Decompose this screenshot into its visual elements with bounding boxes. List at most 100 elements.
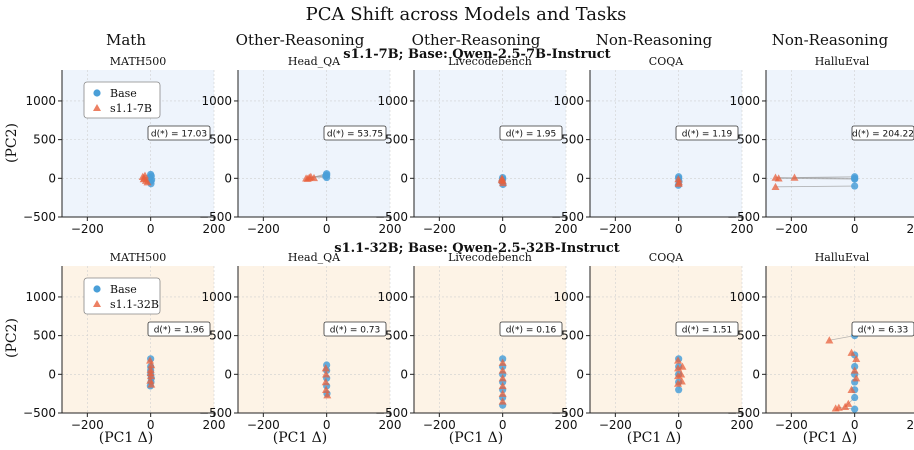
model-point [146, 376, 155, 384]
y-tick-label: −500 [727, 406, 760, 420]
model-point [852, 374, 861, 382]
figure-title: PCA Shift across Models and Tasks [306, 4, 627, 25]
y-tick-label: 1000 [25, 94, 56, 108]
panel-background [766, 266, 914, 413]
y-tick-label: 1000 [553, 94, 584, 108]
x-tick-label: 0 [323, 222, 331, 236]
shift-line [778, 177, 855, 180]
model-point [143, 178, 152, 186]
base-point [147, 170, 155, 179]
model-point [771, 182, 780, 191]
y-tick-label: 0 [224, 171, 232, 185]
base-point [851, 175, 859, 183]
distance-annotation: d(*) = 1.96 [154, 326, 205, 336]
x-tick-label: 0 [147, 222, 155, 236]
x-tick-label: 0 [675, 222, 683, 236]
y-tick-label: −500 [375, 406, 408, 420]
model-point [790, 173, 799, 181]
x-axis-label: (PC1 Δ) [99, 430, 154, 446]
y-tick-label: 1000 [377, 94, 408, 108]
row-title: s1.1-7B; Base: Qwen-2.5-7B-Instruct [343, 47, 610, 62]
model-point [674, 379, 683, 387]
subplot-title: HalluEval [815, 251, 870, 264]
y-tick-label: 1000 [25, 290, 56, 304]
legend-model-marker [93, 300, 101, 307]
shift-line [775, 177, 855, 179]
y-tick-label: 500 [33, 329, 56, 343]
y-tick-label: 0 [752, 171, 760, 185]
x-tick-label: −200 [599, 418, 632, 432]
y-tick-label: −500 [727, 210, 760, 224]
subplot-title: Head_QA [288, 251, 341, 264]
distance-annotation-box [147, 321, 211, 337]
x-tick-label: −200 [247, 222, 280, 236]
legend-box [83, 277, 161, 315]
model-point [674, 356, 683, 364]
y-tick-label: 1000 [377, 290, 408, 304]
subplot-title: Livecodebench [448, 251, 532, 264]
distance-annotation: d(*) = 1.51 [682, 326, 733, 336]
x-tick-label: 200 [555, 222, 578, 236]
model-point [498, 374, 507, 382]
model-point [678, 362, 687, 370]
y-tick-label: 500 [209, 133, 232, 147]
x-tick-label: 200 [731, 418, 754, 432]
base-point [851, 182, 859, 190]
model-point [774, 174, 783, 182]
x-tick-label: −200 [423, 222, 456, 236]
x-tick-label: 200 [379, 222, 402, 236]
x-tick-label: −200 [599, 222, 632, 236]
y-tick-label: 0 [224, 367, 232, 381]
legend-model-label: s1.1-32B [110, 298, 159, 311]
legend: Base s1.1-32B [83, 277, 161, 315]
y-tick-label: 1000 [201, 290, 232, 304]
model-point [147, 361, 156, 369]
x-tick-label: 0 [675, 418, 683, 432]
x-axis-label: (PC1 Δ) [449, 430, 504, 446]
panel-background [238, 70, 390, 217]
model-point [852, 354, 861, 363]
y-tick-label: 1000 [729, 290, 760, 304]
column-category: Non-Reasoning [596, 31, 713, 49]
distance-annotation: d(*) = 6.33 [858, 326, 909, 336]
model-point [321, 378, 330, 386]
y-tick-label: −500 [375, 210, 408, 224]
legend: Base s1.1-7B [83, 81, 161, 119]
x-tick-label: −200 [247, 418, 280, 432]
column-category: Other-Reasoning [236, 31, 365, 49]
shift-line [829, 335, 855, 341]
y-tick-label: −500 [23, 406, 56, 420]
model-point [302, 174, 311, 182]
distance-annotation-box [323, 125, 387, 141]
distance-annotation: d(*) = 0.73 [330, 326, 381, 336]
x-axis-label: (PC1 Δ) [803, 430, 858, 446]
model-point [310, 173, 318, 182]
panel-background [590, 266, 742, 413]
distance-annotation-box [851, 321, 914, 337]
model-point [825, 336, 834, 344]
subplot-title: COQA [649, 251, 684, 264]
legend-model-label: s1.1-7B [110, 102, 152, 115]
x-tick-label: 200 [907, 418, 914, 432]
model-point [322, 370, 331, 378]
y-tick-label: 1000 [201, 94, 232, 108]
distance-annotation-box [675, 125, 739, 141]
y-tick-label: −500 [199, 210, 232, 224]
model-point [850, 366, 859, 374]
x-tick-label: 200 [907, 222, 914, 236]
distance-annotation-box [499, 321, 563, 337]
x-tick-label: −200 [71, 222, 104, 236]
legend-base-label: Base [110, 87, 137, 100]
subplot-title: HalluEval [815, 55, 870, 68]
model-point [498, 366, 507, 374]
y-tick-label: 0 [48, 367, 56, 381]
base-point [148, 176, 156, 184]
y-tick-label: 500 [737, 329, 760, 343]
model-point [844, 399, 853, 407]
legend-base-label: Base [110, 283, 137, 296]
model-point [321, 364, 330, 372]
x-tick-label: −200 [775, 418, 808, 432]
model-point [498, 397, 507, 405]
distance-annotation-box [675, 321, 739, 337]
